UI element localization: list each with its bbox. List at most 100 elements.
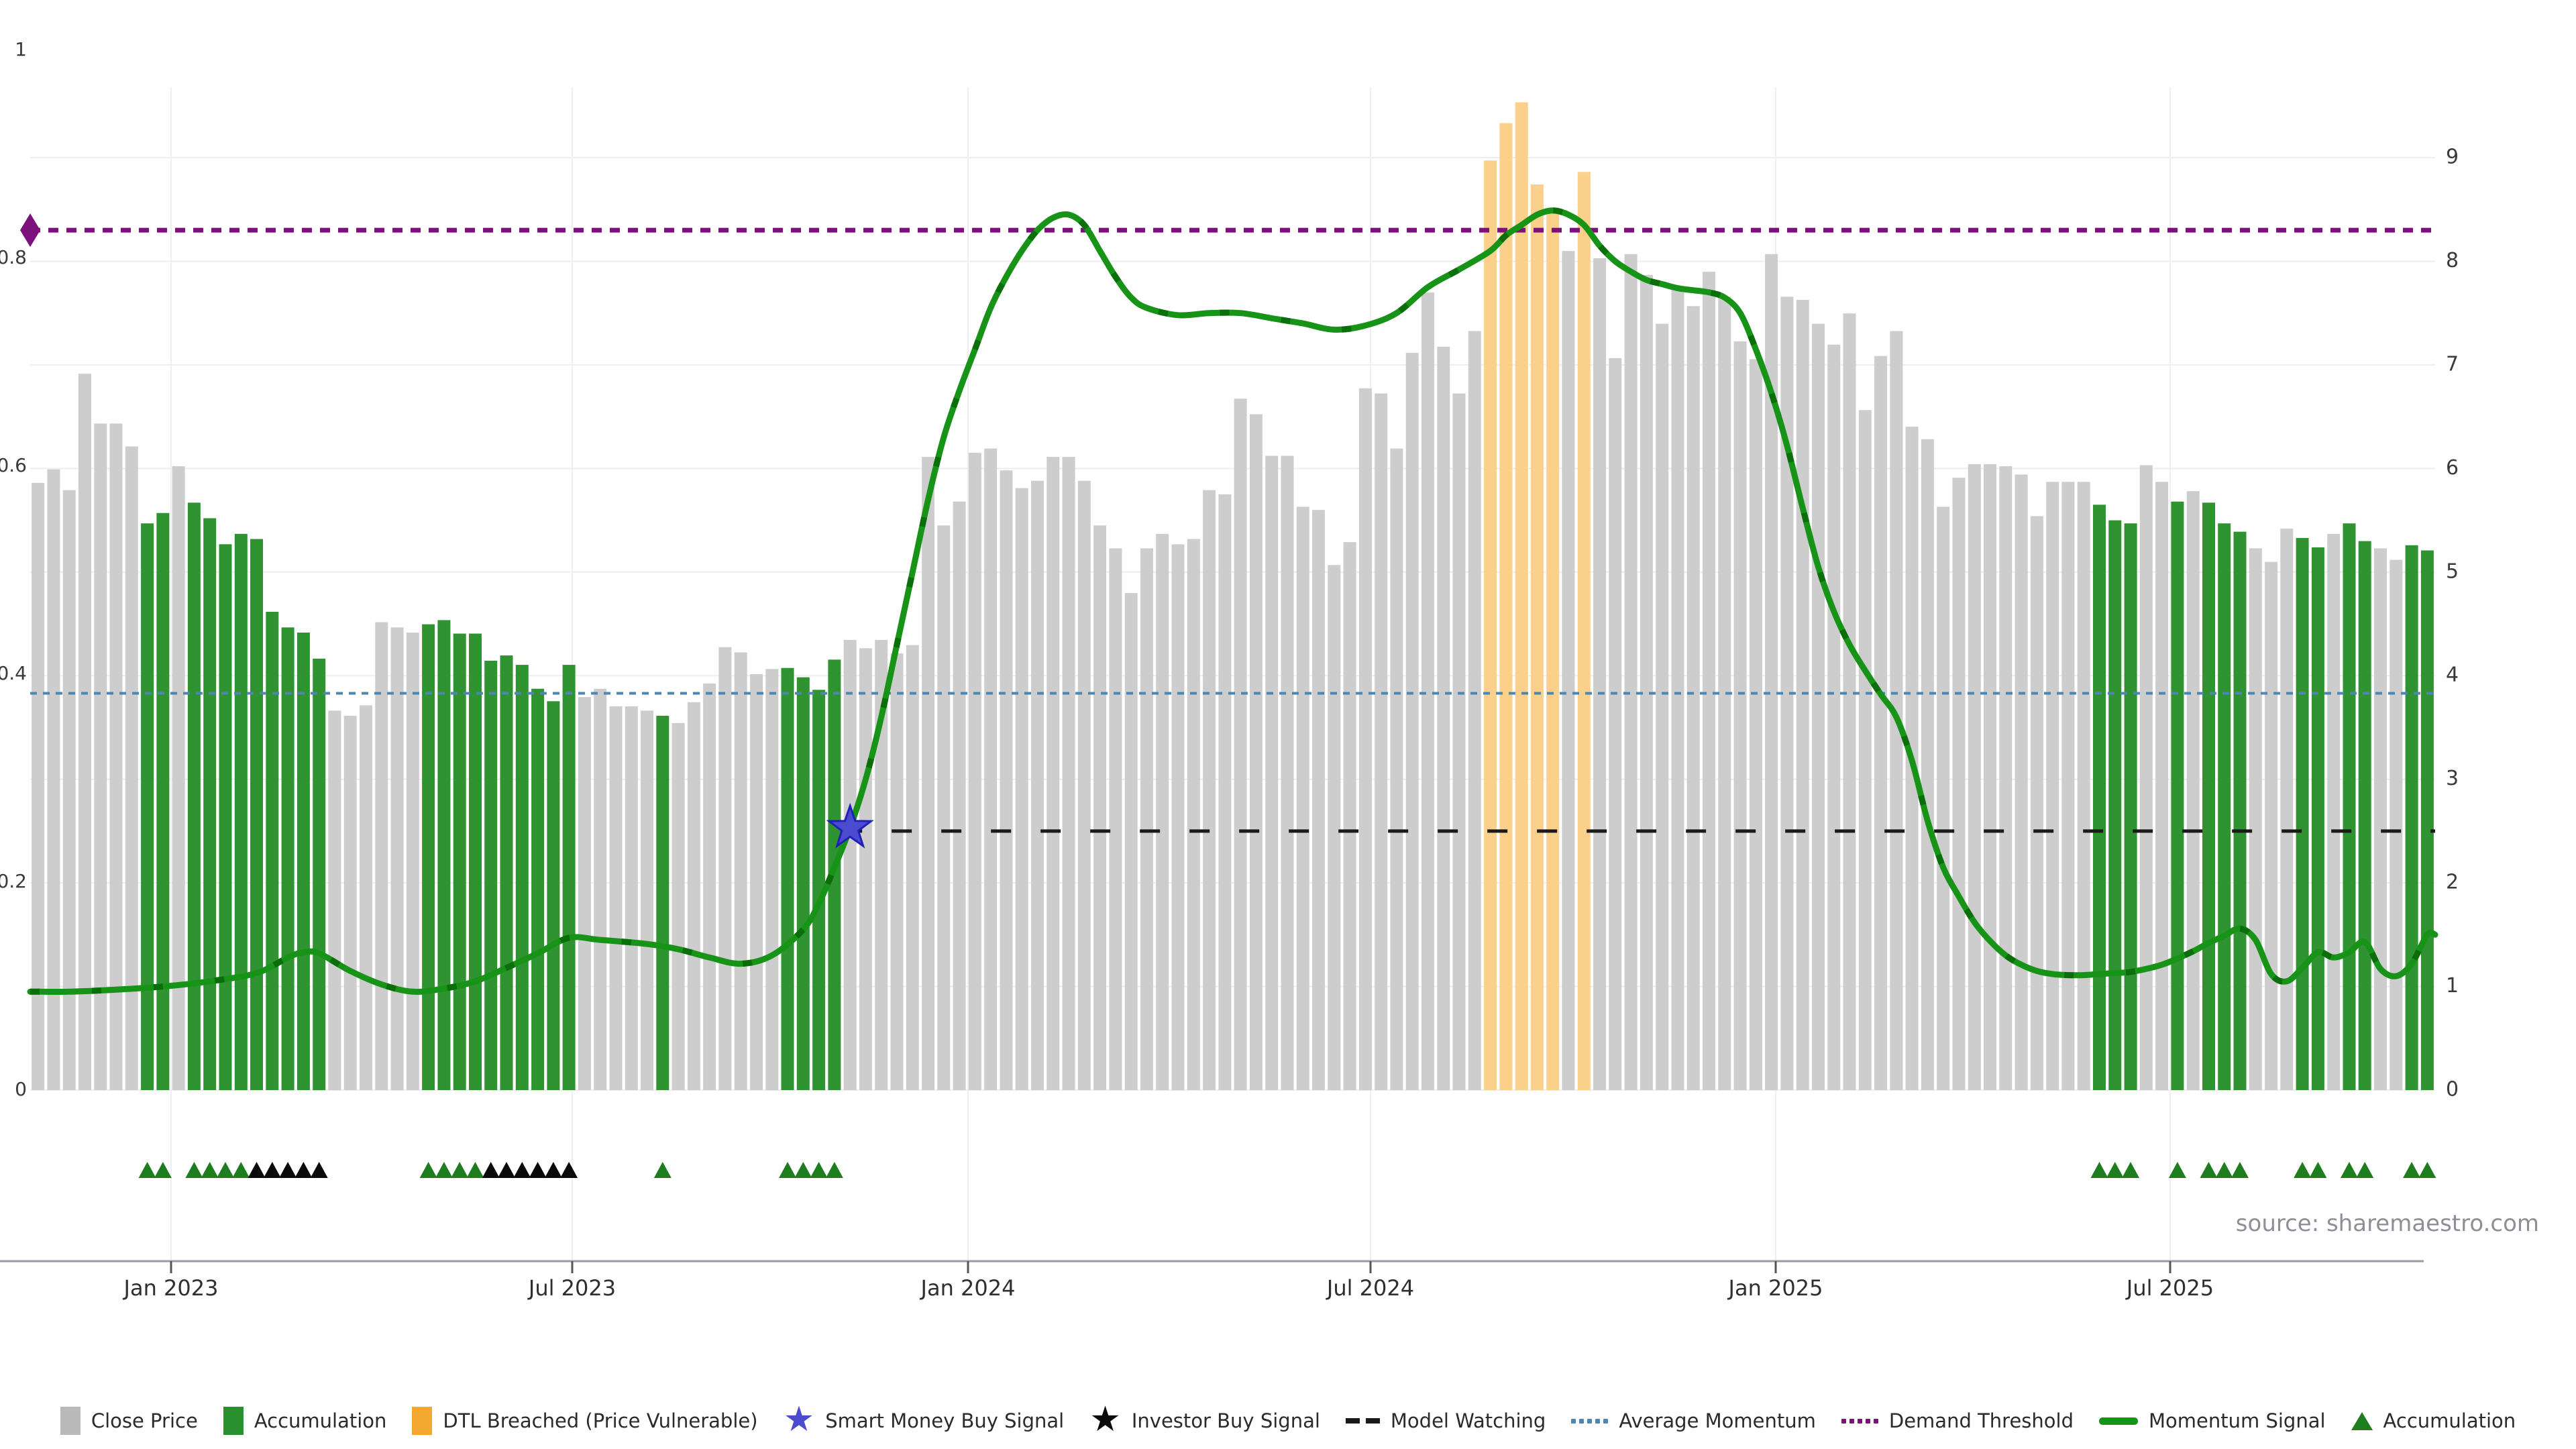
accumulation-bar: [437, 620, 451, 1090]
close-price-bar: [1375, 393, 1388, 1090]
close-price-bar: [1077, 480, 1091, 1090]
momentum-signal-line-dash-texture: [30, 207, 2436, 996]
accumulation-triangle-marker: [653, 1162, 672, 1178]
legend-star-icon: ★: [1089, 1399, 1121, 1440]
close-price-bar: [1562, 251, 1575, 1091]
close-price-bar: [875, 639, 888, 1090]
accumulation-bar: [2420, 550, 2434, 1090]
accumulation-triangle-marker: [2403, 1162, 2421, 1178]
close-price-bar: [1952, 478, 1966, 1090]
legend-dotted-line-swatch: [1841, 1418, 1878, 1424]
investor-buy-signal-triangle-marker: [263, 1162, 281, 1178]
legend-item-smart-money-buy-signal: ★ Smart Money Buy Signal: [784, 1402, 1065, 1437]
close-price-bar: [2155, 482, 2169, 1091]
legend-label: Average Momentum: [1619, 1409, 1816, 1432]
accumulation-triangle-marker: [794, 1162, 812, 1178]
legend-dashed-line-swatch: [1345, 1418, 1380, 1424]
close-price-bar: [1671, 289, 1684, 1090]
close-price-bar: [1031, 480, 1044, 1090]
close-price-bar: [922, 457, 935, 1090]
accumulation-bar: [812, 690, 826, 1091]
y-axis-label-left: 0: [15, 1078, 27, 1100]
close-price-bar: [1358, 388, 1372, 1091]
close-price-bar: [2139, 465, 2153, 1090]
smart-money-buy-signal-star: [826, 802, 874, 849]
accumulation-triangle-marker: [419, 1162, 437, 1178]
legend-square-swatch: [412, 1407, 433, 1435]
close-price-bar: [109, 423, 123, 1090]
accumulation-bar: [2108, 520, 2122, 1090]
close-price-bar: [32, 482, 45, 1090]
close-price-bar: [890, 653, 904, 1090]
close-price-bar: [1171, 544, 1185, 1091]
accumulation-bar: [187, 502, 201, 1090]
accumulation-bar: [203, 518, 217, 1090]
accumulation-bar: [796, 677, 810, 1090]
investor-buy-signal-triangle-marker: [248, 1162, 266, 1178]
close-price-bar: [1390, 448, 1403, 1090]
close-price-bar: [1733, 341, 1747, 1090]
close-price-bar: [1843, 313, 1856, 1091]
dtl-breached-bar: [1546, 211, 1560, 1091]
close-price-bar: [78, 374, 91, 1090]
close-price-bar: [1858, 410, 1872, 1090]
dtl-breached-bar: [1530, 184, 1544, 1090]
accumulation-bar: [2093, 504, 2106, 1090]
investor-buy-signal-triangle-marker: [498, 1162, 516, 1178]
accumulation-triangle-marker: [825, 1162, 843, 1178]
investor-buy-signal-triangle-marker: [279, 1162, 297, 1178]
accumulation-bar: [500, 655, 513, 1090]
accumulation-triangle-marker: [435, 1162, 453, 1178]
close-price-bar: [1874, 356, 1888, 1091]
close-price-bar: [1609, 358, 1622, 1090]
legend-label: Accumulation: [254, 1409, 387, 1432]
accumulation-bar: [2358, 541, 2371, 1090]
y-axis-label-right: 2: [2446, 871, 2459, 894]
investor-buy-signal-triangle-marker: [513, 1162, 531, 1178]
legend-label: Investor Buy Signal: [1131, 1409, 1320, 1432]
accumulation-triangle-marker: [2122, 1162, 2140, 1178]
demand-threshold-diamond-marker: [20, 213, 40, 248]
legend-item-investor-buy-signal: ★ Investor Buy Signal: [1089, 1399, 1320, 1440]
source-note: source: sharemaestro.com: [2235, 1210, 2539, 1237]
close-price-bar: [62, 490, 76, 1090]
accumulation-bar: [141, 523, 154, 1090]
accumulation-triangle-marker: [154, 1162, 172, 1178]
legend-label: Momentum Signal: [2149, 1409, 2326, 1432]
accumulation-triangle-marker: [2200, 1162, 2218, 1178]
accumulation-triangle-marker: [2356, 1162, 2374, 1178]
accumulation-bar: [2343, 523, 2356, 1090]
investor-buy-signal-triangle-marker: [529, 1162, 547, 1178]
y-axis-label-right: 5: [2446, 559, 2459, 583]
dtl-breached-bar: [1499, 123, 1513, 1090]
accumulation-bar: [547, 701, 560, 1090]
close-price-bar: [703, 683, 716, 1090]
accumulation-triangle-marker: [2309, 1162, 2327, 1178]
close-price-bar: [2046, 482, 2059, 1091]
y-axis-label-right: 9: [2446, 146, 2459, 169]
close-price-bar: [953, 501, 966, 1090]
close-price-bar: [2249, 548, 2262, 1090]
close-price-bar: [1015, 488, 1028, 1090]
chart-legend: Close Price Accumulation DTL Breached (Pri…: [0, 1401, 2576, 1441]
close-price-bar: [578, 697, 591, 1090]
close-price-bar: [906, 645, 919, 1090]
accumulation-triangle-marker: [2106, 1162, 2124, 1178]
accumulation-bar: [2218, 523, 2231, 1090]
close-price-bar: [1718, 297, 1731, 1090]
y-axis-label-left: 0.4: [0, 662, 27, 684]
close-price-bar: [1140, 548, 1153, 1090]
close-price-bar: [687, 702, 700, 1090]
accumulation-triangle-marker: [779, 1162, 797, 1178]
close-price-bar: [328, 710, 341, 1091]
close-price-bar: [1968, 464, 1981, 1090]
close-price-bar: [968, 452, 981, 1090]
accumulation-bar: [422, 624, 435, 1090]
accumulation-bar: [515, 665, 529, 1090]
close-price-bar: [1093, 525, 1107, 1090]
x-axis-label: Jan 2023: [123, 1275, 219, 1301]
y-axis-label-right: 0: [2446, 1078, 2459, 1102]
accumulation-bar: [2171, 501, 2184, 1090]
close-price-bar: [718, 647, 732, 1090]
y-axis-label-right: 6: [2446, 456, 2459, 480]
